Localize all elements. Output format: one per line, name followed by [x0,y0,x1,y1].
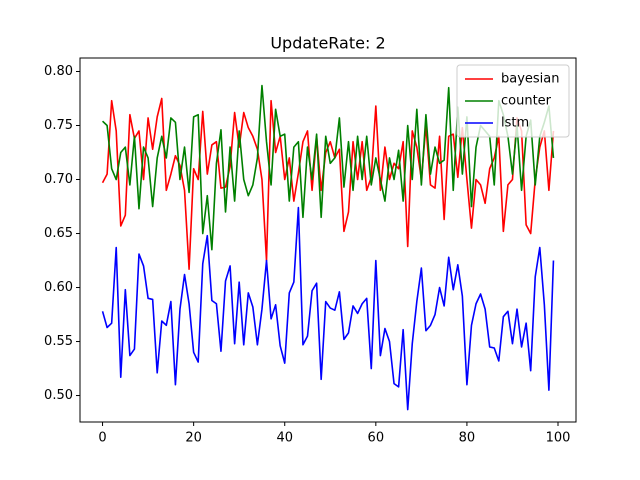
y-tick-label: 0.60 [44,280,73,295]
y-tick-label: 0.70 [44,172,73,187]
x-tick-label: 40 [276,431,293,446]
legend-label: bayesian [501,72,560,87]
legend-box [456,64,570,138]
chart-title: UpdateRate: 2 [270,34,385,53]
x-tick-label: 100 [546,431,571,446]
x-tick-label: 80 [459,431,476,446]
x-tick-label: 60 [368,431,385,446]
series-line [101,206,555,411]
y-tick-label: 0.80 [44,64,73,79]
y-tick-label: 0.55 [44,334,73,349]
axes-frame [79,57,577,423]
y-tick-label: 0.65 [44,226,73,241]
y-tick-label: 0.75 [44,118,73,133]
legend-label: counter [501,94,552,109]
legend-label: lstm [501,116,529,131]
y-tick-label: 0.50 [44,388,73,403]
x-tick-label: 20 [185,431,202,446]
x-tick-label: 0 [98,431,106,446]
